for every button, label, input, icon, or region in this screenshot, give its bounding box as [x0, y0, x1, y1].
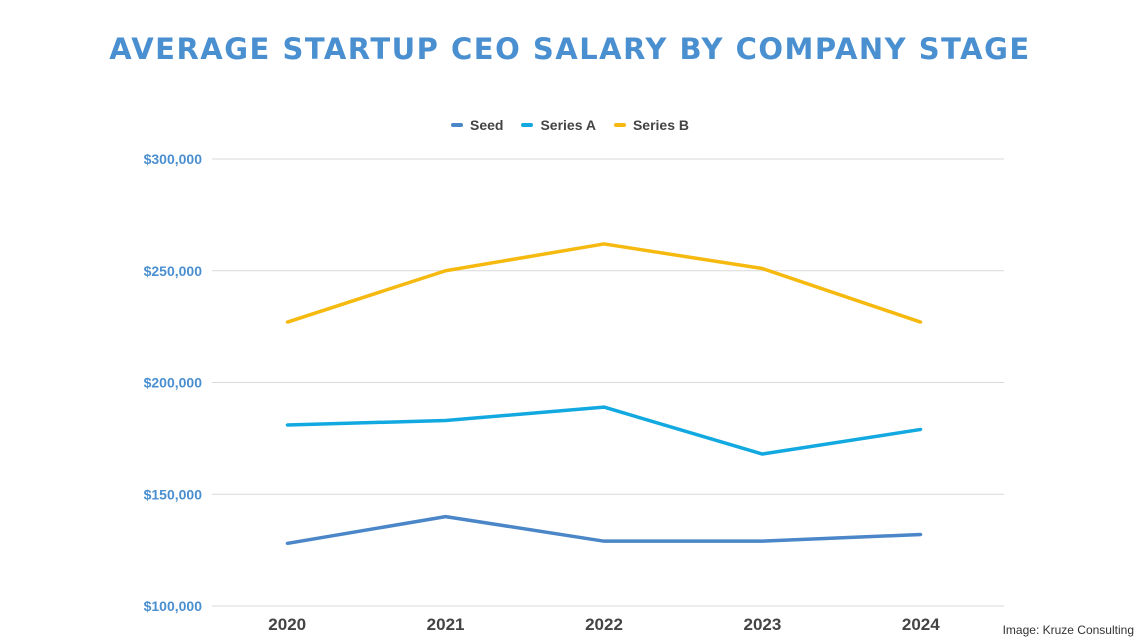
data-point	[444, 418, 448, 422]
y-tick-label: $150,000	[144, 486, 203, 502]
legend-item-series-b: Series B	[613, 117, 690, 133]
x-tick-label: 2022	[585, 615, 623, 634]
legend-swatch	[450, 123, 463, 127]
legend: Seed Series A Series B	[0, 117, 1140, 133]
legend-swatch	[521, 123, 534, 127]
x-tick-label: 2023	[743, 615, 781, 634]
data-point	[444, 269, 448, 273]
y-tick-label: $250,000	[144, 263, 203, 279]
data-point	[602, 405, 606, 409]
data-point	[285, 423, 289, 427]
data-point	[602, 539, 606, 543]
x-tick-label: 2024	[902, 615, 940, 634]
x-tick-label: 2020	[268, 615, 306, 634]
y-tick-label: $200,000	[144, 375, 203, 391]
chart-title: AVERAGE STARTUP CEO SALARY BY COMPANY ST…	[109, 32, 1031, 66]
legend-swatch	[613, 123, 626, 127]
data-point	[285, 541, 289, 545]
y-tick-label: $300,000	[144, 151, 203, 167]
legend-label: Series B	[632, 117, 690, 133]
data-point	[919, 320, 923, 324]
series-line-series-b	[286, 242, 922, 324]
legend-item-seed: Seed	[450, 117, 504, 133]
data-point	[444, 515, 448, 519]
data-point	[760, 267, 764, 271]
image-credit: Image: Kruze Consulting	[1002, 623, 1134, 637]
data-point	[285, 320, 289, 324]
legend-item-series-a: Series A	[521, 117, 596, 133]
data-point	[760, 539, 764, 543]
data-point	[919, 532, 923, 536]
series-line-series-a	[287, 405, 922, 456]
data-point	[760, 452, 764, 456]
data-point	[602, 242, 606, 246]
series-line-seed	[286, 514, 921, 546]
x-tick-label: 2021	[427, 615, 465, 634]
y-tick-label: $100,000	[144, 598, 203, 614]
legend-label: Seed	[469, 117, 504, 133]
data-point	[919, 427, 923, 431]
legend-label: Series A	[540, 117, 596, 133]
